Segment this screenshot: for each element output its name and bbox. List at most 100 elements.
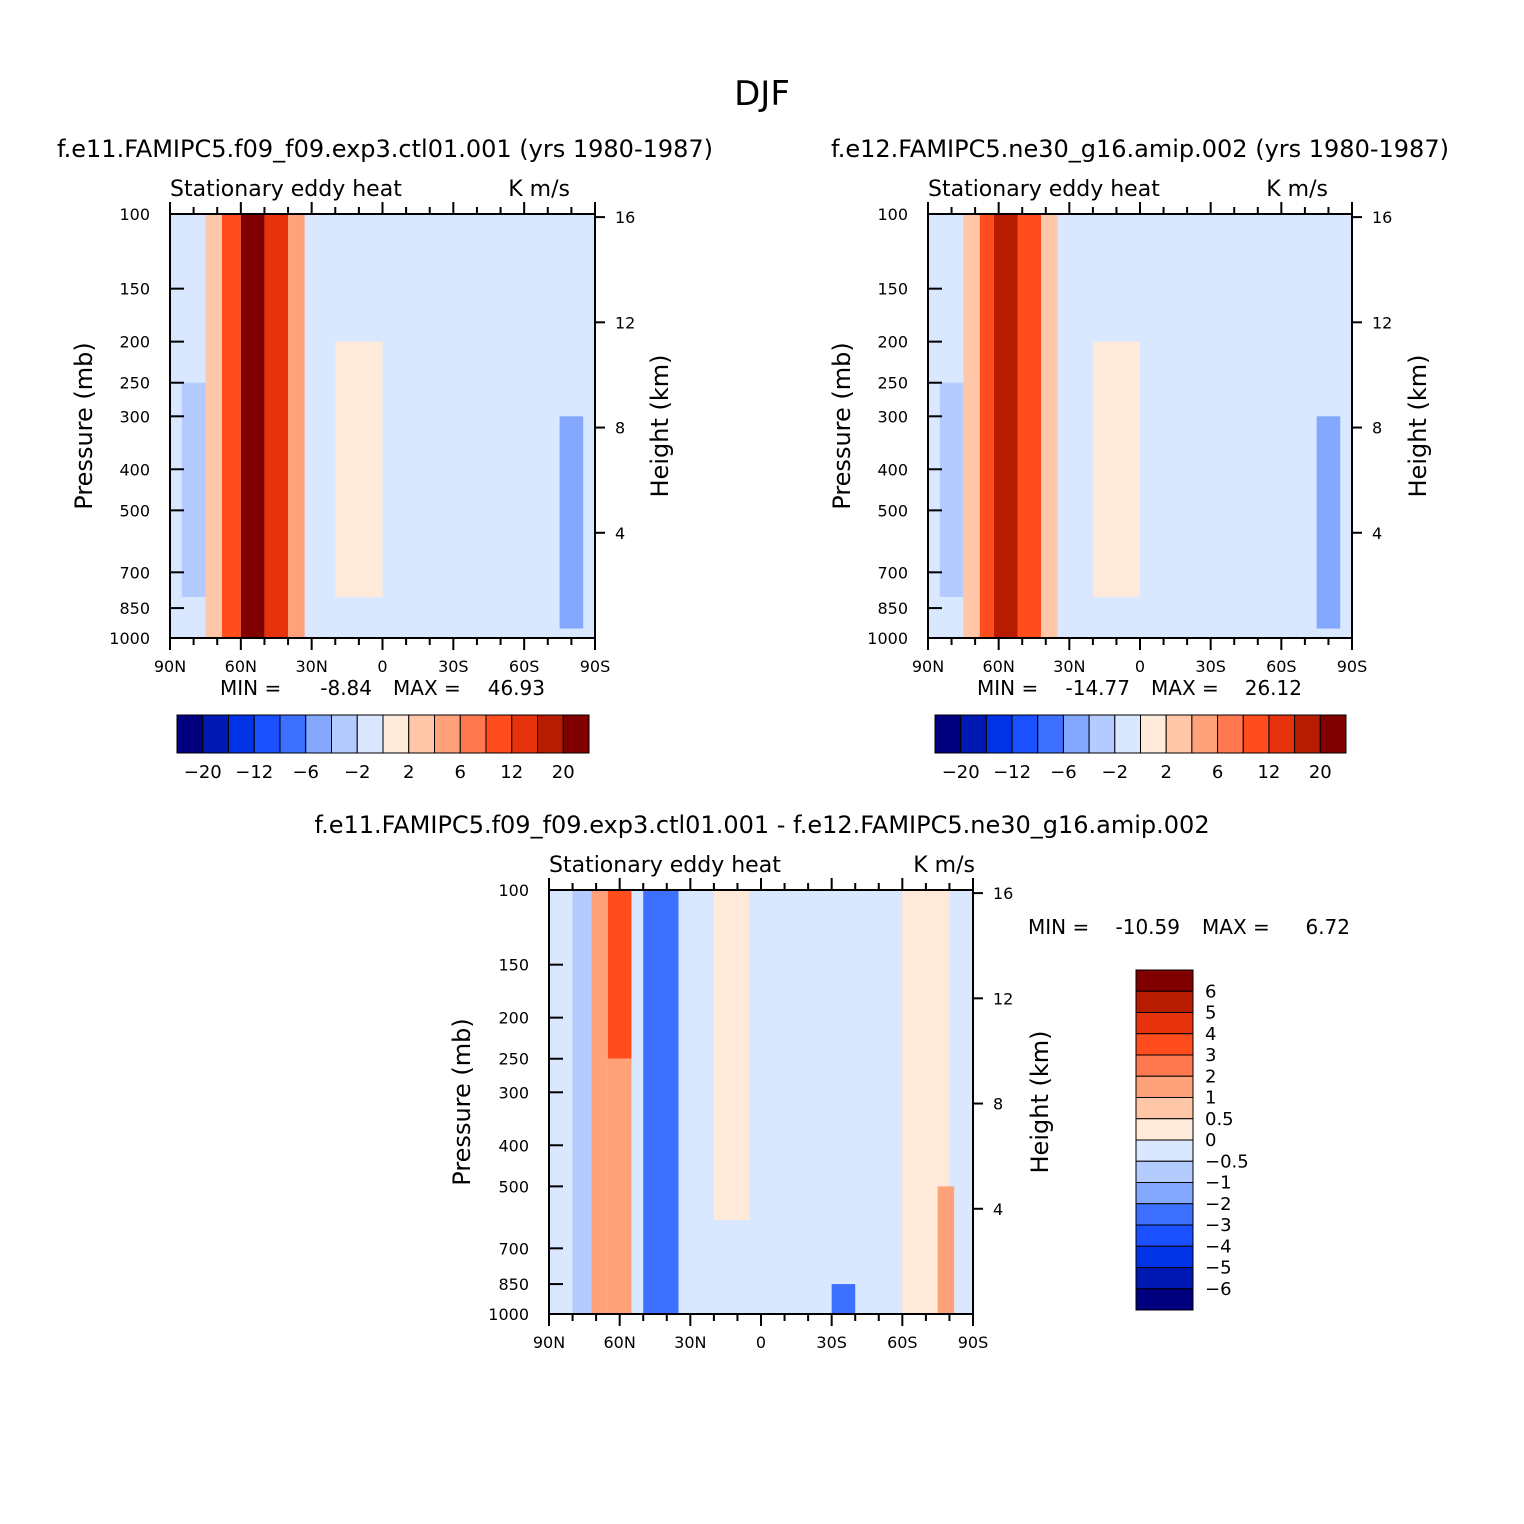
- colorbar-label: −6: [1205, 1279, 1232, 1300]
- height-tick-label: 4: [615, 524, 625, 543]
- field-band-6: [1092, 341, 1140, 597]
- colorbar-box: [1011, 714, 1039, 754]
- panel-2-min-value: -14.77: [1066, 676, 1130, 700]
- colorbar-label: 1: [1205, 1088, 1216, 1109]
- panel-2-left-string: Stationary eddy heat: [928, 177, 1160, 202]
- colorbar-box: [202, 714, 229, 754]
- pressure-tick-label: 300: [877, 407, 908, 426]
- colorbar-box: [434, 714, 461, 754]
- colorbar-label: 20: [552, 762, 575, 783]
- pressure-tick-label: 250: [498, 1050, 529, 1069]
- colorbar-box: [1135, 1267, 1194, 1290]
- pressure-tick-label: 250: [119, 374, 150, 393]
- panel-3-min-value: -10.59: [1116, 915, 1180, 939]
- lat-tick-label: 60S: [887, 1333, 918, 1352]
- colorbar-label: 2: [1205, 1066, 1216, 1087]
- panel-2-min-label: MIN =: [977, 676, 1038, 700]
- panel-3-left-string: Stationary eddy heat: [549, 853, 781, 878]
- colorbar-label: −5: [1205, 1258, 1232, 1279]
- pressure-tick-label: 1000: [488, 1305, 529, 1324]
- colorbar-box: [1135, 1160, 1194, 1183]
- colorbar-label: −4: [1205, 1236, 1232, 1257]
- colorbar-box: [1268, 714, 1296, 754]
- height-tick-label: 12: [1372, 313, 1392, 332]
- colorbar-box: [1135, 1054, 1194, 1077]
- colorbar-box: [408, 714, 435, 754]
- colorbar-box: [1037, 714, 1064, 754]
- colorbar-label: 2: [1160, 762, 1171, 783]
- height-tick-label: 8: [615, 419, 625, 438]
- pressure-tick-label: 200: [498, 1009, 529, 1028]
- field-band-4: [643, 890, 679, 1314]
- colorbar-label: 20: [1309, 762, 1332, 783]
- field-band-6: [713, 890, 750, 1220]
- panel-3-title: f.e11.FAMIPC5.f09_f09.exp3.ctl01.001 - f…: [314, 811, 1209, 839]
- panel-1-title: f.e11.FAMIPC5.f09_f09.exp3.ctl01.001 (yr…: [57, 135, 713, 163]
- lat-tick-label: 60N: [225, 657, 257, 676]
- lat-tick-label: 30S: [1195, 657, 1226, 676]
- field-band-0: [963, 214, 980, 638]
- pressure-tick-label: 400: [498, 1136, 529, 1155]
- colorbar-box: [1135, 1182, 1194, 1205]
- height-tick-label: 4: [993, 1200, 1003, 1219]
- pressure-tick-label: 500: [877, 501, 908, 520]
- panel-3-max-label: MAX =: [1202, 915, 1270, 939]
- field-band-7: [1316, 416, 1341, 629]
- colorbar-box: [1135, 1245, 1194, 1268]
- colorbar-label: −1: [1205, 1173, 1232, 1194]
- panel-1-max-label: MAX =: [393, 676, 461, 700]
- lat-tick-label: 90S: [1337, 657, 1368, 676]
- pressure-tick-label: 150: [498, 956, 529, 975]
- colorbar-box: [1165, 714, 1193, 754]
- colorbar-label: 0: [1205, 1130, 1216, 1151]
- pressure-tick-label: 700: [119, 563, 150, 582]
- colorbar-box: [279, 714, 307, 754]
- colorbar-box: [985, 714, 1013, 754]
- lat-tick-label: 30N: [296, 657, 328, 676]
- colorbar-box: [1135, 1012, 1194, 1035]
- colorbar-label: −20: [184, 762, 222, 783]
- lat-tick-label: 0: [377, 657, 387, 676]
- panel-3-ylabel2: Height (km): [1026, 1031, 1054, 1174]
- panel-2-axes: 100 150 200 250 300 400 500 700 850 1000 16 12 8 4 90N…: [867, 202, 1392, 676]
- field-band-1: [591, 890, 608, 1314]
- colorbar-box: [562, 714, 590, 754]
- height-tick-label: 8: [993, 1095, 1003, 1114]
- colorbar-box: [305, 714, 332, 754]
- colorbar-label: 3: [1205, 1045, 1216, 1066]
- colorbar-label: 6: [1205, 981, 1216, 1002]
- colorbar-box: [1294, 714, 1321, 754]
- figure-title: DJF: [734, 74, 790, 114]
- colorbar-label: 2: [403, 762, 414, 783]
- field-band-1: [979, 214, 994, 638]
- colorbar-box: [228, 714, 255, 754]
- colorbar-box: [1140, 714, 1167, 754]
- colorbar-box: [934, 714, 962, 754]
- panel-3: f.e11.FAMIPC5.f09_f09.exp3.ctl01.001 - f…: [314, 811, 1350, 1352]
- colorbar-box: [1135, 1097, 1194, 1120]
- panel-1-axes: 100 150 200 250 300 400 500 700 850 1000 16 12 8 4 90N…: [109, 202, 635, 676]
- colorbar-label: −6: [1050, 762, 1077, 783]
- height-tick-label: 12: [993, 989, 1013, 1008]
- pressure-tick-label: 850: [498, 1275, 529, 1294]
- colorbar-box: [960, 714, 987, 754]
- colorbar-box: [1242, 714, 1270, 754]
- colorbar-box: [253, 714, 281, 754]
- panel-3-ylabel: Pressure (mb): [448, 1018, 476, 1185]
- lat-tick-label: 60S: [1266, 657, 1297, 676]
- panel-1-max-value: 46.93: [488, 676, 545, 700]
- lat-tick-label: 30N: [1053, 657, 1085, 676]
- colorbar-box: [1135, 1118, 1194, 1141]
- pressure-tick-label: 700: [877, 563, 908, 582]
- field-band-7: [559, 416, 584, 629]
- colorbar-label: −0.5: [1205, 1151, 1249, 1172]
- pressure-tick-label: 400: [119, 460, 150, 479]
- field-band-0: [572, 890, 592, 1314]
- colorbar-box: [1135, 1224, 1194, 1247]
- field-band-5: [939, 382, 964, 597]
- field-band-5: [181, 382, 206, 597]
- panel-1-field: [170, 214, 595, 638]
- colorbar-box: [331, 714, 358, 754]
- colorbar-box: [356, 714, 384, 754]
